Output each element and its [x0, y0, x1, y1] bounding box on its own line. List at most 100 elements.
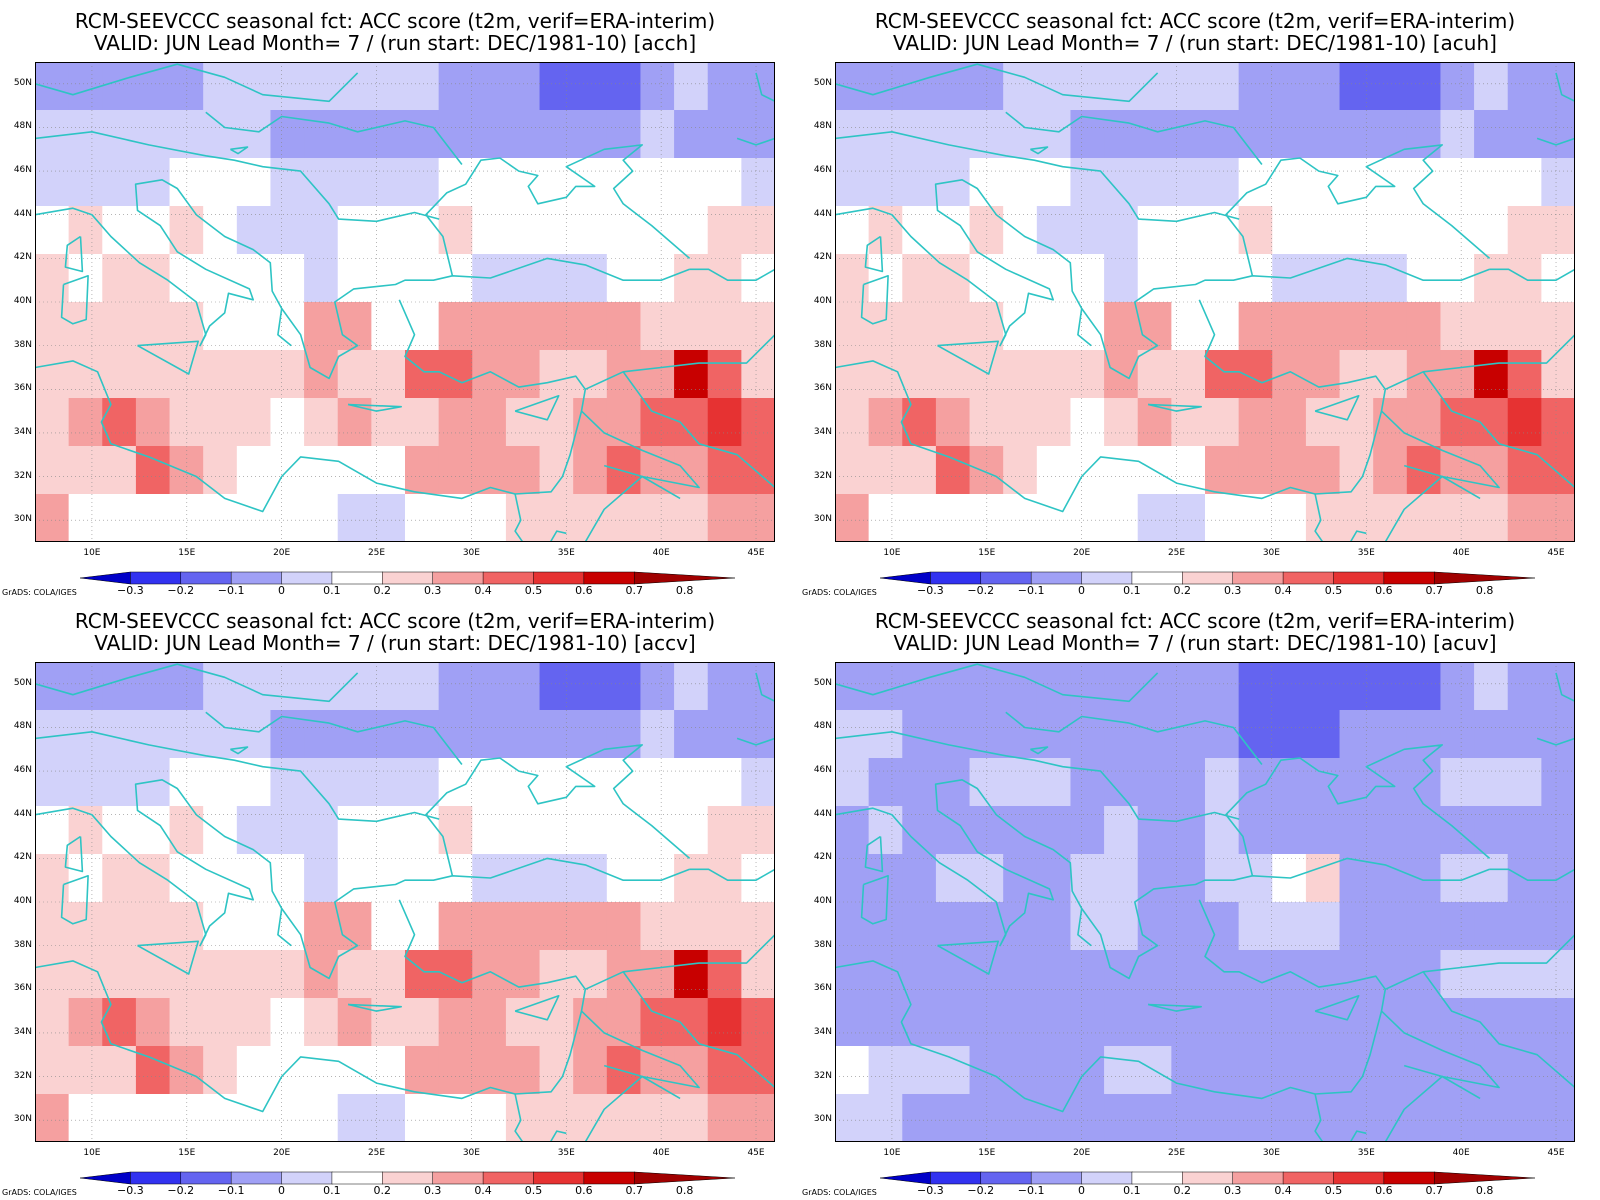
grid-cell	[304, 878, 339, 903]
grid-cell	[868, 422, 903, 447]
grid-cell	[1507, 734, 1542, 759]
grid-cell	[337, 278, 372, 303]
grid-cell	[640, 326, 675, 351]
grid-cell	[1070, 902, 1105, 927]
grid-cell	[935, 782, 971, 807]
grid-cell	[68, 158, 103, 183]
grid-cell	[1305, 686, 1341, 711]
grid-cell	[674, 302, 709, 327]
coastline	[425, 744, 691, 876]
grid-cell	[304, 1094, 339, 1119]
grid-cell	[539, 854, 574, 879]
grid-cell	[741, 398, 775, 423]
grid-cell	[1036, 734, 1071, 759]
grid-cell	[1238, 854, 1273, 879]
coastline	[35, 731, 440, 823]
grid-cell	[835, 86, 870, 111]
grid-cell	[1238, 950, 1273, 975]
grid-cell	[1171, 86, 1206, 111]
grid-cell	[1440, 806, 1475, 831]
grid-cell	[35, 830, 70, 855]
latitude-tick-label: 36N	[813, 983, 832, 994]
colorbar-label: −0.1	[1017, 1184, 1045, 1197]
grid-cell	[573, 422, 608, 447]
grid-cell	[304, 1118, 339, 1142]
grid-cell	[405, 326, 440, 351]
grid-cell	[371, 326, 406, 351]
grid-cell	[1036, 1070, 1071, 1095]
grid-cell	[606, 494, 641, 519]
grid-cell	[902, 494, 937, 519]
grid-cell	[1406, 974, 1441, 999]
grid-cell	[337, 974, 372, 999]
grid-cell	[1205, 398, 1240, 423]
grid-cell	[674, 950, 709, 975]
grid-cell	[1474, 278, 1509, 303]
grid-cell	[1541, 902, 1575, 927]
grid-cell	[868, 1070, 903, 1095]
grid-cell	[270, 1118, 305, 1142]
grid-cell	[405, 158, 440, 183]
grid-cell	[1104, 326, 1139, 351]
grid-cell	[1137, 806, 1172, 831]
grid-cell	[1474, 854, 1509, 879]
grid-cell	[1238, 62, 1273, 87]
grid-cell	[405, 662, 440, 687]
grid-cell	[1507, 134, 1542, 159]
grid-cell	[1474, 326, 1509, 351]
grid-cell	[539, 758, 574, 783]
coastline	[1422, 371, 1575, 489]
grid-cell	[573, 470, 608, 495]
grid-cell	[1305, 134, 1341, 159]
grid-cell	[35, 710, 70, 735]
grid-cell	[35, 230, 70, 255]
grid-cell	[1238, 254, 1273, 279]
grid-cell	[1406, 686, 1441, 711]
grid-cell	[1238, 878, 1273, 903]
grid-cell	[35, 1094, 70, 1119]
grid-cell	[1507, 278, 1542, 303]
grid-cell	[1474, 710, 1509, 735]
grid-cell	[1305, 902, 1341, 927]
colorbar-swatch	[180, 1171, 232, 1185]
grid-cell	[935, 758, 971, 783]
grid-cell	[1171, 422, 1206, 447]
grid-cell	[68, 470, 103, 495]
grid-cell	[1272, 206, 1307, 231]
grid-cell	[1272, 830, 1307, 855]
latitude-tick-label: 36N	[813, 383, 832, 394]
grid-cell	[438, 110, 473, 135]
grid-cell	[1104, 422, 1139, 447]
grid-cell	[1406, 86, 1441, 111]
grid-cell	[640, 902, 675, 927]
grid-cell	[606, 62, 641, 87]
grid-cell	[102, 302, 137, 327]
grid-cell	[102, 662, 137, 687]
grid-cell	[902, 662, 937, 687]
grid-cell	[337, 1094, 372, 1119]
grid-cell	[1406, 302, 1441, 327]
grid-cell	[1272, 950, 1307, 975]
grid-cell	[135, 254, 171, 279]
grid-cell	[573, 926, 608, 951]
grid-cell	[371, 926, 406, 951]
grid-cell	[1507, 878, 1542, 903]
grads-credit: GrADS: COLA/IGES	[802, 588, 877, 597]
grid-cell	[1440, 254, 1475, 279]
grid-cell	[1440, 422, 1475, 447]
grid-cell	[1440, 206, 1475, 231]
coastline	[584, 475, 681, 542]
longitude-tick-label: 35E	[557, 548, 575, 558]
grid-cell	[1171, 782, 1206, 807]
grid-cell	[102, 1118, 137, 1142]
grid-cell	[707, 494, 742, 519]
grid-cell	[102, 758, 137, 783]
grid-cell	[371, 1118, 406, 1142]
grid-cell	[405, 422, 440, 447]
latitude-tick-label: 36N	[13, 983, 32, 994]
grid-cell	[35, 422, 70, 447]
grid-cell	[472, 1046, 507, 1071]
grid-cell	[674, 710, 709, 735]
coastline	[137, 940, 199, 975]
grid-cell	[1205, 758, 1240, 783]
